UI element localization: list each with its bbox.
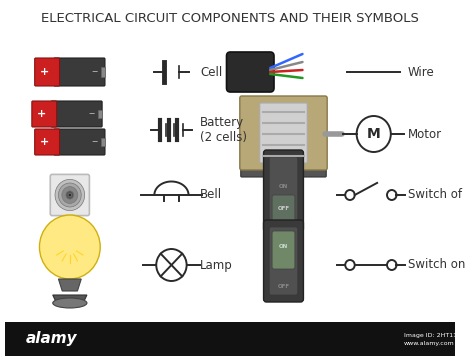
Ellipse shape bbox=[53, 298, 87, 308]
Text: +: + bbox=[37, 109, 46, 119]
FancyBboxPatch shape bbox=[264, 150, 303, 232]
FancyBboxPatch shape bbox=[35, 58, 60, 86]
Text: –: – bbox=[89, 108, 95, 120]
Text: Switch on: Switch on bbox=[408, 258, 465, 272]
Text: ON: ON bbox=[279, 184, 288, 189]
Text: ON: ON bbox=[279, 245, 288, 250]
Text: Image ID: 2HT11J0: Image ID: 2HT11J0 bbox=[404, 334, 463, 339]
Circle shape bbox=[68, 193, 72, 197]
Text: Cell: Cell bbox=[200, 66, 222, 79]
FancyBboxPatch shape bbox=[32, 101, 57, 127]
Bar bbox=[98, 110, 102, 118]
Text: +: + bbox=[40, 137, 49, 147]
Text: ELECTRICAL CIRCUIT COMPONENTS AND THEIR SYMBOLS: ELECTRICAL CIRCUIT COMPONENTS AND THEIR … bbox=[41, 11, 419, 25]
Polygon shape bbox=[58, 279, 81, 291]
Circle shape bbox=[55, 179, 85, 211]
FancyBboxPatch shape bbox=[272, 231, 295, 269]
Text: Wire: Wire bbox=[408, 66, 435, 79]
Text: +: + bbox=[40, 67, 49, 77]
Text: alamy: alamy bbox=[26, 331, 78, 346]
Circle shape bbox=[62, 187, 78, 203]
FancyBboxPatch shape bbox=[50, 174, 90, 216]
Polygon shape bbox=[53, 295, 87, 303]
FancyBboxPatch shape bbox=[269, 157, 298, 225]
Text: OFF: OFF bbox=[277, 206, 290, 211]
Circle shape bbox=[66, 191, 74, 199]
FancyBboxPatch shape bbox=[54, 58, 105, 86]
Text: –: – bbox=[91, 66, 98, 79]
Text: www.alamy.com: www.alamy.com bbox=[404, 341, 455, 346]
Text: OFF: OFF bbox=[277, 284, 290, 289]
Bar bbox=[101, 138, 105, 146]
Bar bbox=[5, 322, 456, 356]
Text: Motor: Motor bbox=[408, 127, 442, 141]
FancyBboxPatch shape bbox=[51, 101, 102, 127]
Circle shape bbox=[58, 183, 81, 207]
Text: Bell: Bell bbox=[200, 188, 222, 201]
Text: M: M bbox=[367, 127, 381, 141]
FancyBboxPatch shape bbox=[272, 195, 295, 229]
FancyBboxPatch shape bbox=[269, 227, 298, 295]
FancyBboxPatch shape bbox=[241, 165, 326, 177]
Text: Switch of: Switch of bbox=[408, 188, 462, 201]
FancyBboxPatch shape bbox=[54, 129, 105, 155]
FancyBboxPatch shape bbox=[260, 103, 307, 163]
FancyBboxPatch shape bbox=[227, 52, 274, 92]
FancyBboxPatch shape bbox=[264, 220, 303, 302]
Text: –: – bbox=[91, 136, 98, 148]
FancyBboxPatch shape bbox=[35, 129, 60, 155]
Circle shape bbox=[39, 215, 100, 279]
Text: Lamp: Lamp bbox=[200, 258, 233, 272]
Bar bbox=[101, 67, 105, 77]
Text: Battery
(2 cells): Battery (2 cells) bbox=[200, 116, 247, 144]
FancyBboxPatch shape bbox=[240, 96, 327, 170]
